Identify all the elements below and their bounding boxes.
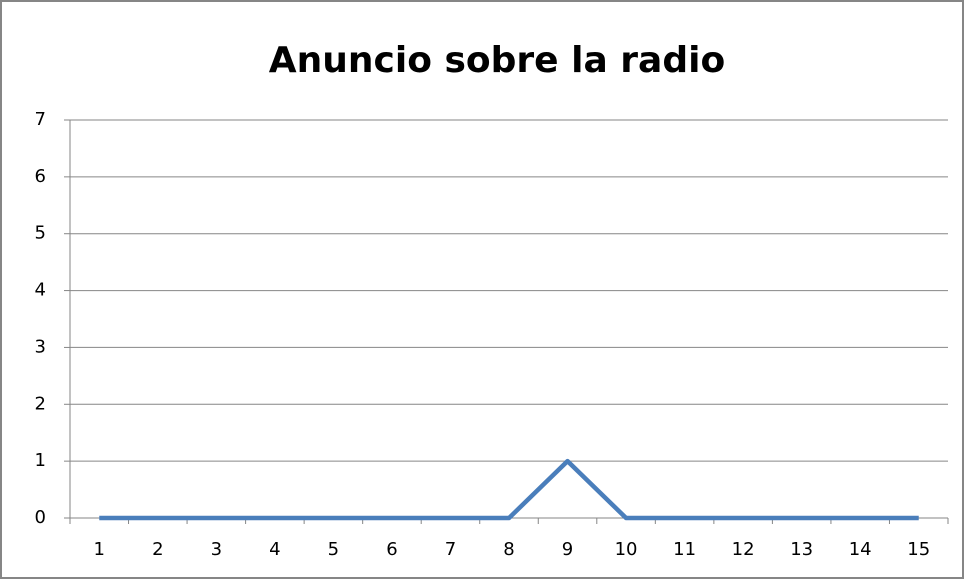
y-tick-label: 6	[35, 166, 46, 187]
x-tick-label: 9	[562, 539, 573, 560]
x-tick-label: 8	[503, 539, 514, 560]
x-tick-label: 6	[386, 539, 397, 560]
x-tick-label: 15	[907, 539, 930, 560]
x-tick-label: 12	[732, 539, 755, 560]
x-tick-label: 10	[615, 539, 638, 560]
x-tick-label: 14	[849, 539, 872, 560]
x-tick-label: 1	[94, 539, 105, 560]
y-tick-label: 3	[35, 336, 46, 357]
y-tick-label: 4	[35, 280, 46, 301]
y-tick-label: 2	[35, 393, 46, 414]
y-tick-label: 5	[35, 223, 46, 244]
x-tick-label: 5	[328, 539, 339, 560]
x-tick-label: 13	[790, 539, 813, 560]
y-tick-label: 0	[35, 507, 46, 528]
y-tick-label: 7	[35, 109, 46, 130]
x-tick-label: 11	[673, 539, 696, 560]
x-tick-label: 2	[152, 539, 163, 560]
x-tick-label: 3	[211, 539, 222, 560]
x-tick-label: 7	[445, 539, 456, 560]
series-line	[99, 458, 919, 521]
chart-title: Anuncio sobre la radio	[269, 40, 725, 81]
x-tick-label: 4	[269, 539, 280, 560]
y-tick-label: 1	[35, 450, 46, 471]
